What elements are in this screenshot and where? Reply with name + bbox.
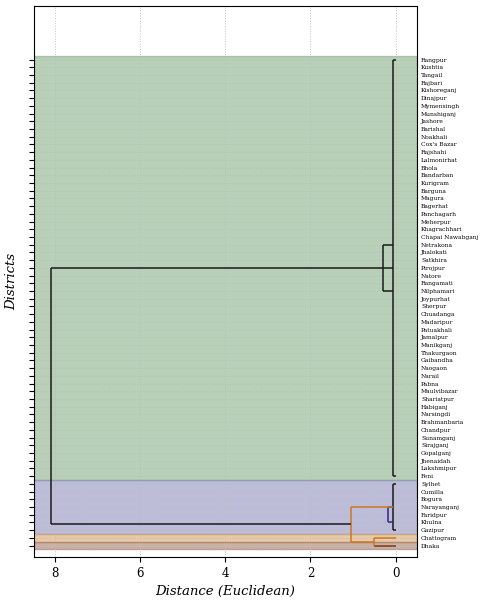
Bar	[34, 480, 417, 534]
Y-axis label: Districts: Districts	[5, 253, 18, 310]
Bar	[34, 542, 417, 550]
Bar	[34, 56, 417, 480]
Bar	[34, 534, 417, 542]
X-axis label: Distance (Euclidean): Distance (Euclidean)	[155, 585, 295, 599]
